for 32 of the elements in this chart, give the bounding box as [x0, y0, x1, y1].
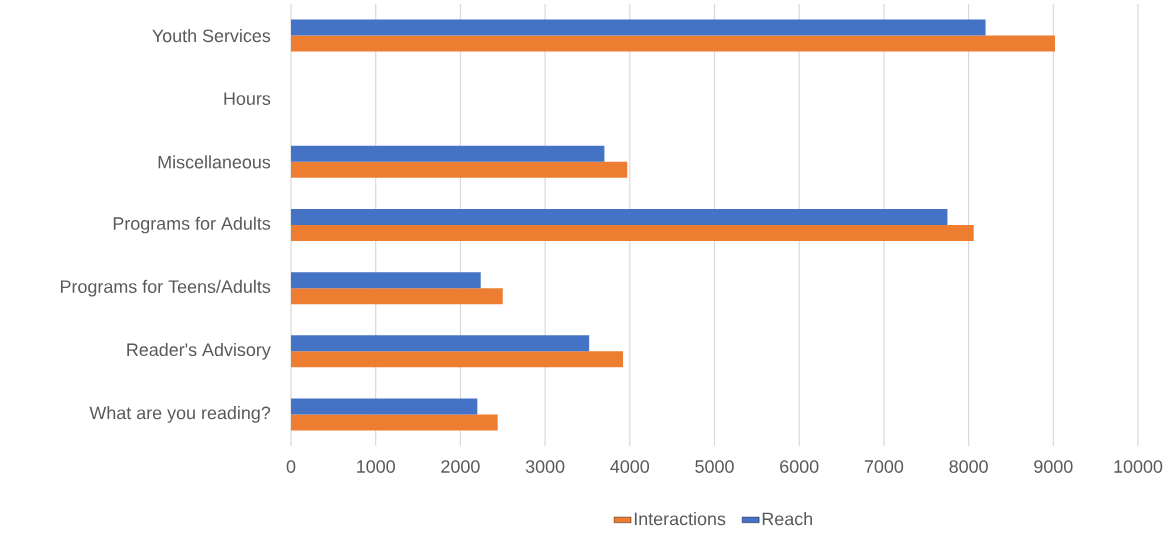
x-tick-label: 3000: [525, 460, 565, 473]
y-tick-label: Programs for Teens/Adults: [60, 279, 271, 297]
x-tick-label: 4000: [610, 460, 650, 473]
bar: [291, 398, 478, 415]
x-tick-label: 2000: [441, 460, 480, 473]
x-tick-label: 10000: [1114, 460, 1163, 473]
bar: [291, 225, 974, 241]
y-tick-label: Youth Services: [152, 28, 271, 43]
x-tick-label: 5000: [695, 460, 734, 473]
bar: [291, 272, 481, 289]
y-tick-label: Reader's Advisory: [127, 342, 271, 360]
bar: [291, 145, 605, 162]
bar: [291, 335, 590, 352]
bar: [291, 35, 1055, 52]
bar: [291, 288, 503, 305]
bar: [291, 351, 624, 368]
legend-label: Interactions: [634, 512, 726, 526]
y-tick-label: Programs for Adults: [113, 216, 271, 234]
y-tick-label: What are you reading?: [89, 406, 271, 423]
x-tick-label: 0: [286, 460, 296, 473]
bar: [291, 19, 986, 36]
x-tick-label: 7000: [864, 460, 904, 473]
bar: [291, 209, 948, 225]
x-tick-label: 1000: [357, 460, 395, 473]
x-tick-label: 8000: [949, 460, 988, 473]
x-tick-label: 9000: [1034, 460, 1073, 473]
legend-label: Reach: [762, 512, 812, 526]
y-tick-label: Miscellaneous: [158, 155, 271, 169]
x-tick-label: 6000: [780, 460, 819, 473]
y-tick-label: Hours: [224, 92, 271, 105]
bar: [291, 161, 628, 178]
bar: [291, 414, 498, 431]
